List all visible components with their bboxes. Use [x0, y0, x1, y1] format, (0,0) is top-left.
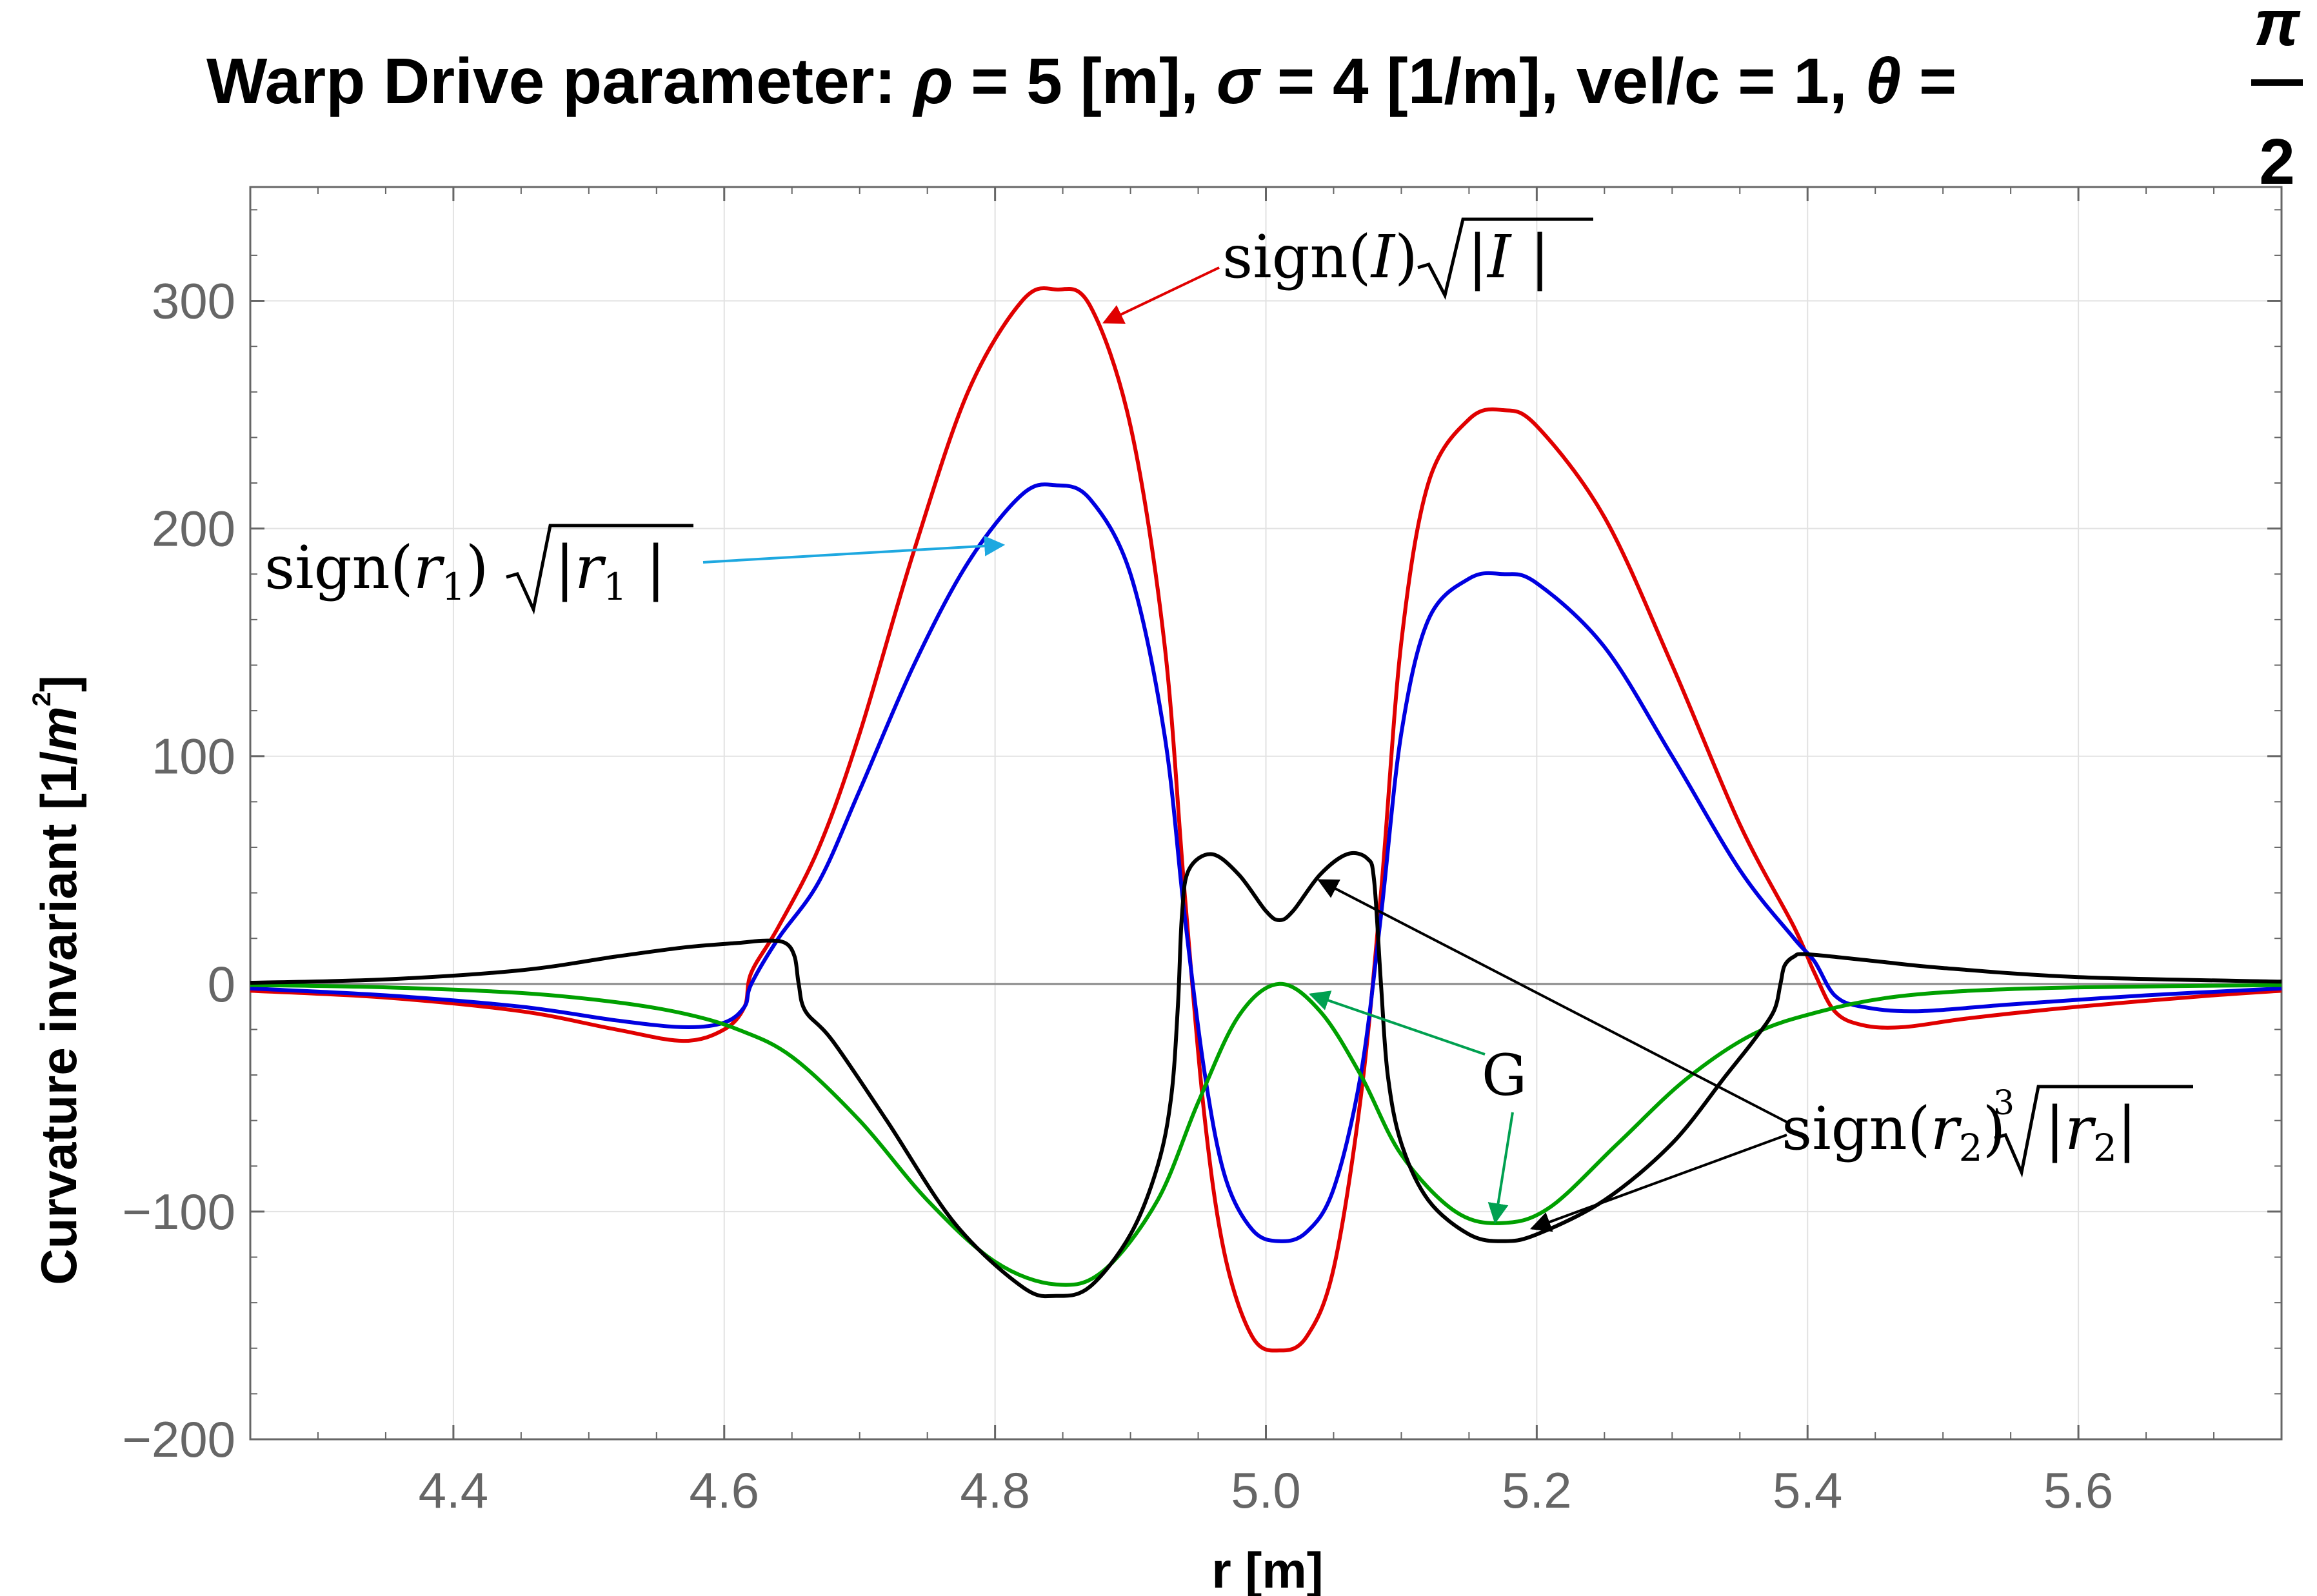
y-axis-label: Curvature invariant [1/m2]: [28, 675, 87, 1285]
radical-sign-r1: [506, 524, 693, 615]
y-tick-labels: 300 200 100 0 −100 −200: [122, 273, 235, 1468]
curves: [250, 286, 2282, 1353]
svg-text:|r2|: |r2|: [2045, 1094, 2137, 1170]
svg-text:3: 3: [1993, 1084, 2014, 1123]
x-tick-label: 4.4: [419, 1462, 488, 1519]
series-line-2: [250, 981, 2282, 1287]
arrow-sign-r2-lower: [1529, 1134, 1787, 1232]
series-line-1: [250, 482, 2282, 1243]
x-tick-label: 4.6: [690, 1462, 759, 1519]
title-fraction-numerator: π: [2254, 0, 2301, 59]
y-tick-label: 200: [152, 500, 235, 557]
x-axis-label: r [m]: [1211, 1542, 1323, 1596]
svg-text:|r1 |: |r1 |: [555, 533, 666, 609]
annotation-sign-r1: sign(r1) |r1 |: [264, 524, 1006, 615]
arrow-G-lower: [1487, 1112, 1514, 1225]
svg-text:G: G: [1482, 1042, 1527, 1108]
y-tick-label: −200: [122, 1411, 235, 1468]
grid: [250, 187, 2282, 1440]
y-tick-label: 0: [208, 956, 235, 1012]
radical-sign-I: [1417, 217, 1593, 300]
x-tick-label: 4.8: [960, 1462, 1029, 1519]
series-line-3: [250, 851, 2282, 1299]
tick-marks: [250, 187, 2282, 1441]
y-tick-label: 100: [152, 728, 235, 785]
series-line-0: [250, 286, 2282, 1353]
arrow-sign-r2-upper: [1317, 879, 1787, 1123]
chart-title: Warp Drive parameter: ρ = 5 [m], σ = 4 […: [206, 45, 1956, 117]
arrow-sign-I: [1102, 266, 1220, 324]
x-tick-label: 5.2: [1502, 1462, 1571, 1519]
arrow-G-upper: [1308, 990, 1486, 1056]
svg-text:sign(r2): sign(r2): [1782, 1094, 2005, 1170]
title-fraction-denominator: 2: [2259, 126, 2295, 198]
arrow-sign-r1: [702, 535, 1006, 564]
svg-text:sign(I): sign(I): [1222, 222, 1418, 291]
radical-sign-r2: [1994, 1085, 2193, 1178]
y-tick-label: 300: [152, 273, 235, 330]
x-tick-label: 5.4: [1773, 1462, 1842, 1519]
annotation-sign-I: sign(I) |I |: [1102, 217, 1593, 324]
svg-text:|I |: |I |: [1467, 222, 1550, 291]
svg-text:sign(r1): sign(r1): [264, 533, 488, 609]
annotation-G: G: [1308, 990, 1527, 1225]
x-tick-labels: 4.4 4.6 4.8 5.0 5.2 5.4 5.6: [419, 1462, 2114, 1519]
annotation-sign-r2: sign(r2) 3 |r2|: [1317, 879, 2193, 1232]
x-tick-label: 5.6: [2044, 1462, 2113, 1519]
y-tick-label: −100: [122, 1183, 235, 1240]
x-tick-label: 5.0: [1231, 1462, 1300, 1519]
